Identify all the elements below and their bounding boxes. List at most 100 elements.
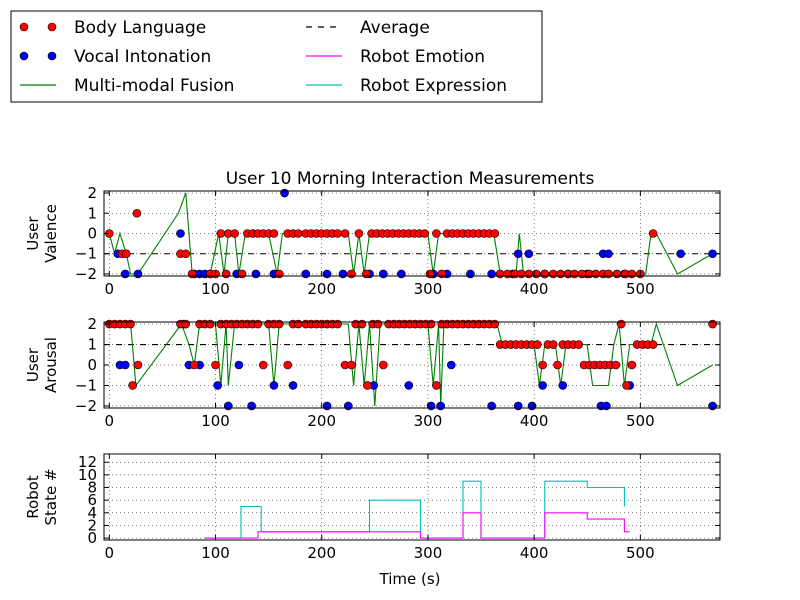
body-language-point [503,269,512,279]
body-language-point [490,319,500,329]
legend-label: Robot Expression [360,76,507,96]
body-language-point [533,340,542,349]
body-language-point [432,381,441,390]
vocal-intonation-point [446,360,456,370]
x-tick-label: 300 [414,544,443,562]
body-language-point [269,229,279,238]
vocal-intonation-point [513,249,523,259]
body-language-point [274,319,284,329]
legend-marker [47,51,57,61]
body-language-point [437,269,447,279]
x-tick-label: 200 [307,280,336,298]
body-language-point [627,360,637,370]
y-tick-label: 4 [87,504,97,522]
body-language-point [648,229,658,238]
vocal-intonation-point [404,381,414,390]
x-tick-label: 100 [201,544,230,562]
body-language-point [379,360,388,370]
x-tick-label: 500 [626,280,655,298]
body-language-point [553,360,562,370]
vocal-intonation-point [487,269,496,279]
y-tick-label: 0 [87,225,97,243]
y-tick-label: 1 [87,336,97,354]
y-tick-label: 1 [87,204,97,222]
y-axis-label-line: Robot [24,475,42,519]
legend-marker [47,22,57,32]
vocal-intonation-point [322,401,332,411]
body-language-point [490,229,500,238]
legend-entry: Robot Emotion [306,47,485,67]
y-axis-label-line: User [24,347,42,382]
chart-title: User 10 Morning Interaction Measurements [226,169,595,189]
legend-marker [19,22,29,32]
legend-entry: Vocal Intonation [19,47,211,67]
body-language-point [373,319,383,329]
body-language-point [230,229,239,238]
body-language-point [237,269,247,279]
vocal-intonation-point [604,249,613,259]
x-tick-label: 0 [105,412,115,430]
vocal-intonation-point [602,401,611,411]
body-language-point [294,229,303,238]
robot-expression-series [204,480,625,539]
body-language-point [531,269,541,279]
y-tick-label: 0 [87,356,97,374]
vocal-intonation-point [223,401,233,411]
body-language-point [357,319,367,329]
legend-entry: Average [306,18,430,38]
vocal-intonation-point [343,401,353,411]
body-language-point [591,269,601,279]
vocal-intonation-point [558,381,568,390]
body-language-point [538,360,547,370]
x-tick-label: 100 [201,412,230,430]
legend-entry: Body Language [19,18,206,38]
body-language-point [611,360,621,370]
body-language-point [577,269,587,279]
body-language-point [612,269,622,279]
body-language-point [354,229,364,238]
vocal-intonation-point [538,381,547,390]
x-tick-label: 100 [201,280,230,298]
vocal-intonation-point [269,381,279,390]
body-language-point [524,269,534,279]
y-axis-label-line: Valence [42,204,60,263]
y-tick-label: 8 [87,479,97,497]
body-language-point [221,269,231,279]
body-language-point [347,269,356,279]
body-language-point [259,360,268,370]
vocal-intonation-point [322,269,332,279]
body-language-point [570,269,579,279]
legend-frame [10,10,543,103]
body-language-point [189,360,199,370]
x-tick-label: 0 [105,280,115,298]
vocal-intonation-point [301,269,311,279]
body-language-point [574,340,584,349]
vocal-intonation-point [251,269,261,279]
y-tick-label: 6 [87,491,97,509]
legend-entry: Robot Expression [306,76,507,96]
panel-2: −2 −1 0 1 2 0 100 200 300 400 500 UserArousal [24,315,721,430]
vocal-intonation-point [234,360,244,370]
y-tick-label: 2 [87,516,97,534]
body-language-point [333,229,342,238]
body-language-point [363,381,372,390]
y-tick-label: 12 [78,453,97,471]
x-tick-label: 400 [520,280,549,298]
axes-frame [103,453,721,541]
body-language-point [132,208,142,218]
vocal-intonation-point [487,401,496,411]
y-axis-label-line: State # [42,468,60,525]
legend-marker [19,51,29,61]
x-tick-label: 200 [307,544,336,562]
body-language-point [548,340,558,349]
vocal-intonation-point [120,360,130,370]
body-language-point [616,319,626,329]
vocal-intonation-point [466,269,475,279]
y-axis-label-line: Arousal [42,337,60,393]
body-language-point [122,249,131,259]
x-tick-label: 300 [414,280,443,298]
body-language-point [648,340,658,349]
body-language-point [216,229,226,238]
